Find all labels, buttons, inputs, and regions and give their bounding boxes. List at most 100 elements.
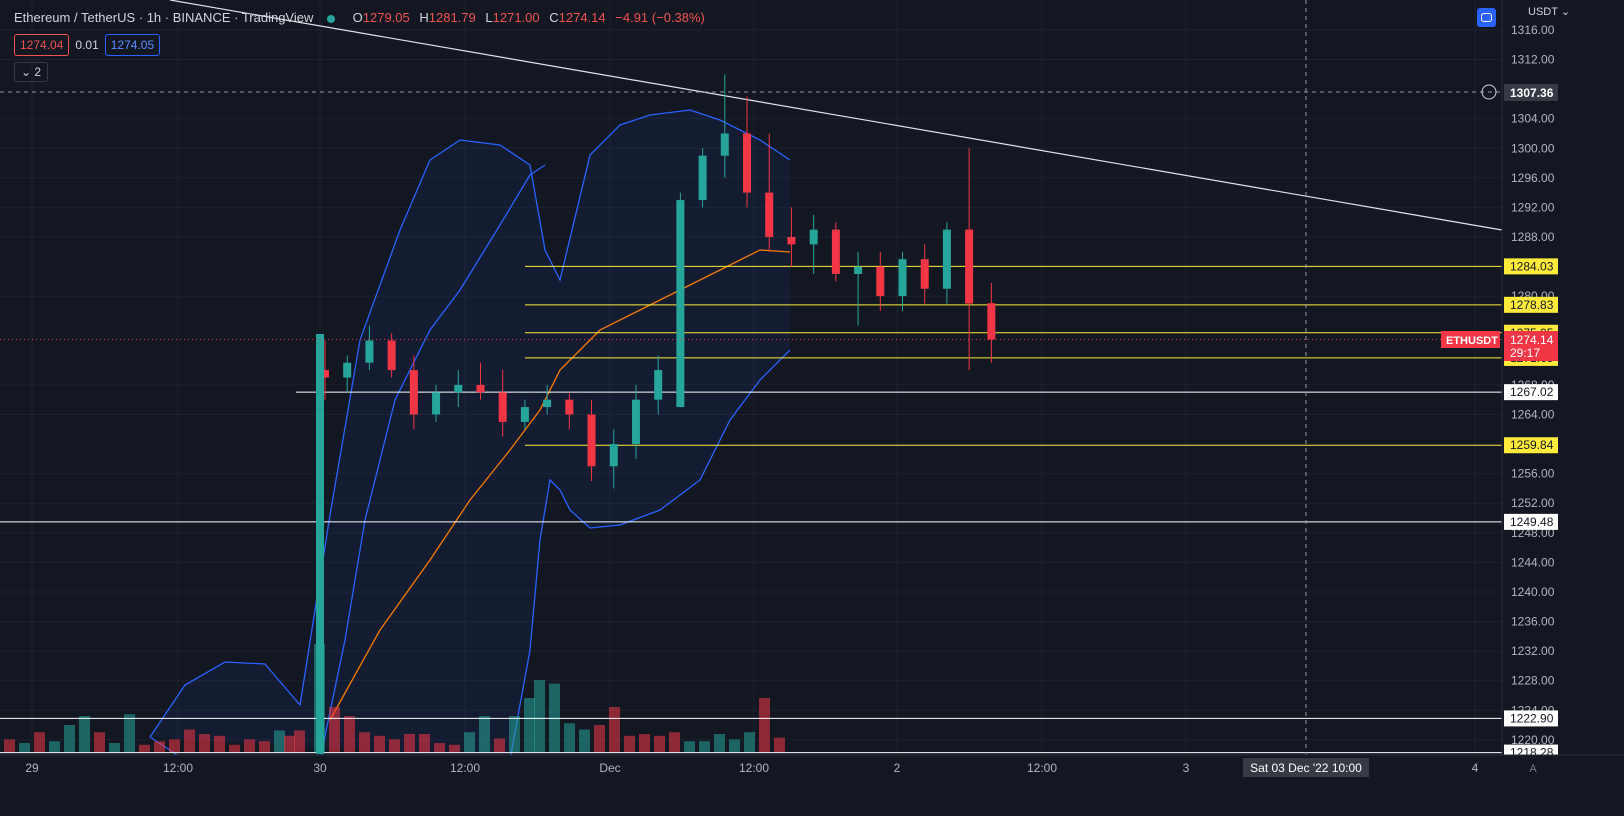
price-tick-label: 1244.00 xyxy=(1511,555,1555,569)
time-axis: 29 12:00 30 12:00 Dec 12:00 2 12:00 3 4 Sat 03 Dec… xyxy=(0,754,1624,811)
price-tick-label: 1240.00 xyxy=(1511,585,1555,599)
price-tick-label: 1236.00 xyxy=(1511,615,1555,629)
horizontal-levels xyxy=(0,265,1502,754)
candle-body xyxy=(454,384,463,393)
market-status-icon[interactable] xyxy=(327,14,335,23)
open-label: O xyxy=(352,10,363,25)
volume-bar xyxy=(64,725,75,752)
candle-body xyxy=(898,259,907,297)
volume-bar xyxy=(389,739,400,752)
price-tick-label: 1256.00 xyxy=(1511,467,1555,481)
price-axis: 1316.00 1312.00 1304.00 1300.00 1296.00 1292.… xyxy=(1441,0,1624,761)
time-tick-label: 4 xyxy=(1472,761,1479,775)
crosshair-price-label: 1307.36 xyxy=(1510,86,1554,100)
candle-body xyxy=(432,392,441,415)
time-tick-label: 12:00 xyxy=(1027,761,1057,775)
close-label: C xyxy=(549,10,559,25)
bollinger-fill xyxy=(150,110,790,760)
volume-bar xyxy=(639,734,650,752)
time-tick-label: 2 xyxy=(894,761,901,775)
volume-bar xyxy=(609,707,620,752)
candle-body xyxy=(698,155,707,201)
indicators-count: 2 xyxy=(34,65,42,79)
moving-average-line xyxy=(329,249,791,721)
volume-bar xyxy=(729,739,740,752)
candle-body xyxy=(543,399,552,408)
volume-bar xyxy=(109,743,120,752)
volume-bar xyxy=(4,739,15,752)
candle-body xyxy=(631,399,640,445)
candle-body xyxy=(316,334,324,754)
volume-bar xyxy=(524,698,535,752)
chevron-down-icon: ⌄ xyxy=(21,65,32,79)
volume-bar xyxy=(774,737,785,752)
volume-bar xyxy=(184,729,195,752)
candles xyxy=(316,74,996,754)
yellow-level-tag: 1259.84 xyxy=(1510,438,1554,452)
autoscale-button[interactable]: A xyxy=(1529,763,1537,775)
volume-bar xyxy=(684,741,695,752)
time-axis-bg xyxy=(0,755,1624,811)
last-price-label: 1274.14 xyxy=(1510,333,1554,347)
currency-label: USDT xyxy=(1528,6,1558,18)
chart-title: Ethereum / TetherUS · 1h · BINANCE · Tra… xyxy=(14,10,314,25)
volume-bar xyxy=(259,741,270,752)
candle-body xyxy=(387,340,396,371)
volume-bar xyxy=(479,716,490,752)
volume-bar xyxy=(329,707,340,752)
candle-body xyxy=(476,384,485,393)
volume-bar xyxy=(579,729,590,752)
volume-bar xyxy=(199,734,210,752)
volume-bar xyxy=(49,741,60,752)
crosshair xyxy=(0,0,1502,755)
volume-bar xyxy=(549,683,560,752)
price-tick-label: 1252.00 xyxy=(1511,496,1555,510)
candle-body xyxy=(987,303,996,340)
candle-body xyxy=(965,229,974,304)
currency-selector[interactable]: USDT ⌄ xyxy=(1528,5,1570,18)
candle-body xyxy=(409,370,418,415)
buy-price-button[interactable]: 1274.05 xyxy=(104,34,161,56)
candle-body xyxy=(720,133,729,156)
indicators-toggle-button[interactable]: ⌄ 2 xyxy=(14,62,49,82)
price-tick-label: 1304.00 xyxy=(1511,112,1555,126)
time-tick-label: 3 xyxy=(1183,761,1190,775)
low-value: 1271.00 xyxy=(492,10,540,25)
volume-bar xyxy=(169,739,180,752)
spread-value: 0.01 xyxy=(75,38,99,52)
last-price-bg xyxy=(1504,331,1558,361)
white-level-tag: 1267.02 xyxy=(1510,385,1554,399)
yellow-level-tag-bg xyxy=(1504,437,1558,454)
symbol-name-bg xyxy=(1441,331,1500,348)
volume-bar xyxy=(124,714,135,752)
volume-bar xyxy=(419,734,430,752)
close-value: 1274.14 xyxy=(558,10,606,25)
high-label: H xyxy=(419,10,429,25)
yellow-level-tag-bg xyxy=(1504,258,1558,275)
volume-bar xyxy=(34,732,45,752)
price-tick-label: 1312.00 xyxy=(1511,53,1555,67)
volume-bar xyxy=(564,723,575,752)
volume-bar xyxy=(274,730,285,752)
high-value: 1281.79 xyxy=(428,10,476,25)
crosshair-time-bg xyxy=(1243,758,1369,777)
volume-bar xyxy=(284,735,295,752)
price-tick-label: 1232.00 xyxy=(1511,644,1555,658)
crosshair-price-bg xyxy=(1504,84,1558,101)
volume-bar xyxy=(374,735,385,752)
sell-price-button[interactable]: 1274.04 xyxy=(14,34,70,56)
volume-bar xyxy=(509,716,520,752)
currency-convert-icon[interactable] xyxy=(1477,8,1496,27)
trend-line xyxy=(169,0,1503,231)
price-tick-label: 1300.00 xyxy=(1511,141,1555,155)
volume-bar xyxy=(19,743,30,752)
candle-body xyxy=(587,414,596,467)
change-value: −4.91 (−0.38%) xyxy=(615,10,705,25)
descending-trend-line xyxy=(169,0,1503,231)
price-axis-bg xyxy=(1502,0,1624,755)
volume-bar xyxy=(534,680,545,752)
candle-body xyxy=(942,229,951,289)
plus-circle-icon xyxy=(1481,84,1497,100)
